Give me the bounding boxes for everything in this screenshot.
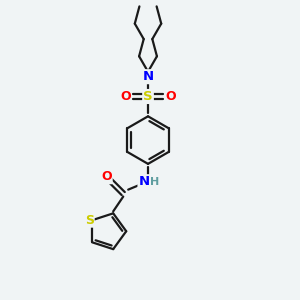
Text: O: O (101, 170, 112, 183)
Text: O: O (166, 90, 176, 103)
Text: S: S (143, 90, 153, 103)
Text: N: N (139, 175, 150, 188)
Text: O: O (120, 90, 130, 103)
Text: S: S (85, 214, 94, 227)
Text: N: N (142, 70, 154, 83)
Text: H: H (150, 177, 160, 187)
